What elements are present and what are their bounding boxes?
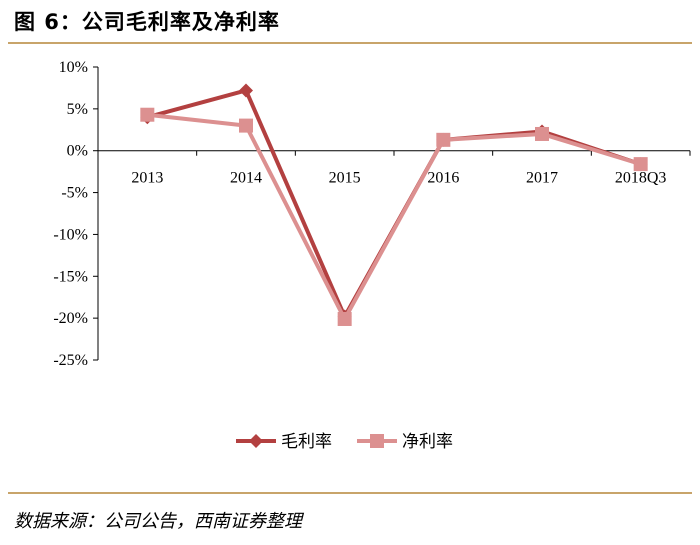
x-tick-label: 2016 xyxy=(427,170,459,187)
x-tick-label: 2013 xyxy=(131,170,163,187)
chart-legend: 毛利率 净利率 xyxy=(236,432,453,452)
x-tick-label: 2018Q3 xyxy=(615,170,667,187)
y-tick-label: -25% xyxy=(53,352,88,369)
y-tick-label: -15% xyxy=(53,268,88,285)
net-margin-point xyxy=(535,126,549,141)
legend-label: 毛利率 xyxy=(281,432,332,452)
source-note: 数据来源：公司公告，西南证券整理 xyxy=(14,511,302,532)
net-margin-point xyxy=(239,118,253,133)
legend-label: 净利率 xyxy=(402,432,453,452)
net-margin-point xyxy=(633,157,648,172)
title-divider xyxy=(8,42,692,44)
net-margin-point xyxy=(140,107,155,122)
gross-margin-point xyxy=(239,83,253,98)
y-tick-label: 5% xyxy=(67,101,88,118)
figure-title: 图 6：公司毛利率及净利率 xyxy=(14,10,280,34)
y-tick-label: 0% xyxy=(67,143,88,160)
x-tick-label: 2017 xyxy=(526,170,558,187)
legend-marker-square xyxy=(370,434,384,448)
net-margin-point xyxy=(337,311,352,326)
x-tick-label: 2015 xyxy=(329,170,361,187)
series-line-net-margin xyxy=(147,112,642,321)
x-tick-label: 2014 xyxy=(230,170,262,187)
legend-marker-diamond xyxy=(249,434,263,448)
chart-series xyxy=(140,83,648,326)
y-tick-label: 10% xyxy=(59,59,88,76)
chart-axes: 10% 5% 0% -5% -10% -15% -20% -25% 2013 2014 2015 20… xyxy=(53,59,691,369)
y-tick-label: -20% xyxy=(53,310,88,327)
y-tick-label: -5% xyxy=(61,185,88,202)
y-tick-label: -10% xyxy=(53,226,88,243)
source-divider xyxy=(8,492,692,494)
net-margin-point xyxy=(436,132,451,147)
